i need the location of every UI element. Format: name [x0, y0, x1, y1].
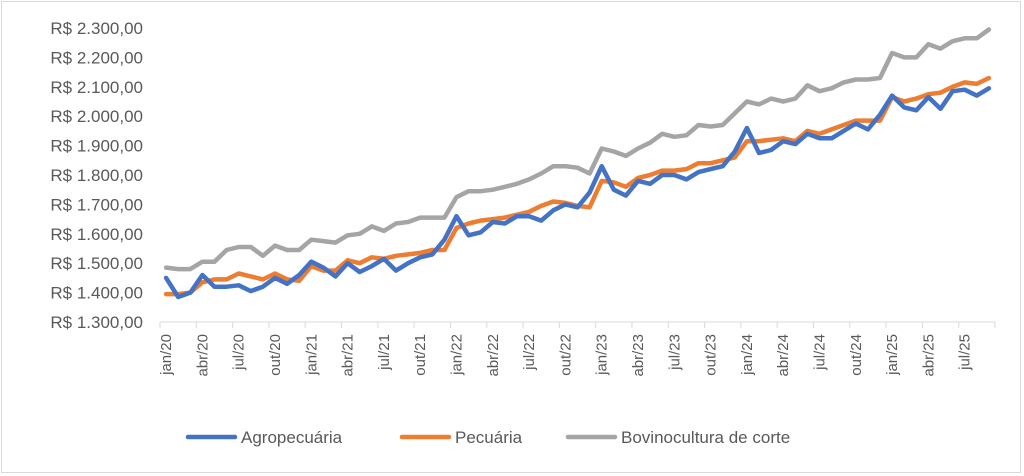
y-tick-label: R$ 2.000,00: [50, 107, 143, 126]
series-line-2: [163, 27, 992, 272]
x-tick-label: abr/23: [630, 334, 647, 377]
x-tick-label: jul/21: [376, 334, 393, 371]
x-tick-label: jan/24: [739, 334, 756, 376]
series-line-0: [163, 86, 992, 300]
x-tick-label: jul/25: [957, 334, 974, 371]
x-tick-label: jan/21: [303, 334, 320, 376]
x-tick-label: abr/20: [194, 334, 211, 377]
y-tick-label: R$ 1.900,00: [50, 137, 143, 156]
x-tick-label: jul/20: [231, 334, 248, 371]
x-tick-label: abr/25: [920, 334, 937, 377]
y-tick-label: R$ 1.500,00: [50, 254, 143, 273]
y-tick-label: R$ 2.300,00: [50, 19, 143, 38]
legend-label: Pecuária: [455, 428, 523, 447]
y-tick-label: R$ 2.100,00: [50, 78, 143, 97]
y-tick-label: R$ 1.300,00: [50, 313, 143, 332]
legend-label: Bovinocultura de corte: [621, 428, 790, 447]
x-tick-label: jul/24: [812, 334, 829, 371]
x-tick-label: out/23: [703, 334, 720, 376]
x-tick-label: jul/22: [521, 334, 538, 371]
x-tick-label: jan/22: [448, 334, 465, 376]
x-tick-label: jul/23: [666, 334, 683, 371]
legend: Agropecuária Pecuária Bovinocultura de cor…: [185, 428, 790, 447]
x-tick-label: out/20: [267, 334, 284, 376]
x-tick-label: out/21: [412, 334, 429, 376]
y-tick-label: R$ 1.600,00: [50, 225, 143, 244]
y-tick-label: R$ 1.400,00: [50, 284, 143, 303]
x-tick-label: jan/20: [158, 334, 175, 376]
legend-label: Agropecuária: [241, 428, 343, 447]
series-line-1: [163, 75, 992, 297]
y-tick-label: R$ 1.800,00: [50, 166, 143, 185]
series-lines: [163, 27, 992, 300]
x-tick-label: out/24: [848, 334, 865, 376]
y-axis: R$ 1.300,00 R$ 1.400,00 R$ 1.500,00 R$ 1.60…: [50, 19, 143, 332]
x-tick-label: out/22: [557, 334, 574, 376]
x-tick-label: abr/24: [775, 334, 792, 377]
y-tick-label: R$ 1.700,00: [50, 195, 143, 214]
x-tick-label: abr/22: [485, 334, 502, 377]
y-tick-label: R$ 2.200,00: [50, 48, 143, 67]
x-axis: jan/20 abr/20 jul/20 out/20 jan/21 abr/21 jul/…: [158, 321, 996, 377]
x-tick-label: abr/21: [340, 334, 357, 377]
x-tick-label: jan/25: [884, 334, 901, 376]
x-tick-label: jan/23: [594, 334, 611, 376]
